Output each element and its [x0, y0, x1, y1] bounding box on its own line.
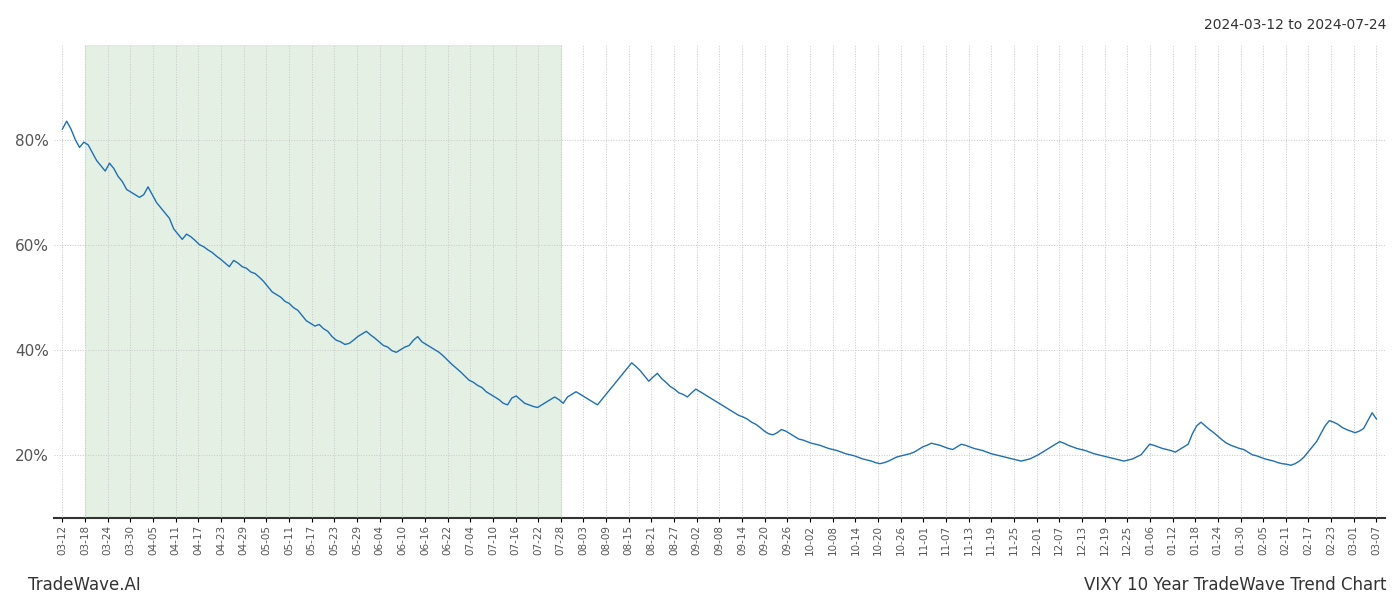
Text: 2024-03-12 to 2024-07-24: 2024-03-12 to 2024-07-24 [1204, 18, 1386, 32]
Bar [85, 45, 561, 518]
Text: VIXY 10 Year TradeWave Trend Chart: VIXY 10 Year TradeWave Trend Chart [1084, 576, 1386, 594]
Text: TradeWave.AI: TradeWave.AI [28, 576, 141, 594]
